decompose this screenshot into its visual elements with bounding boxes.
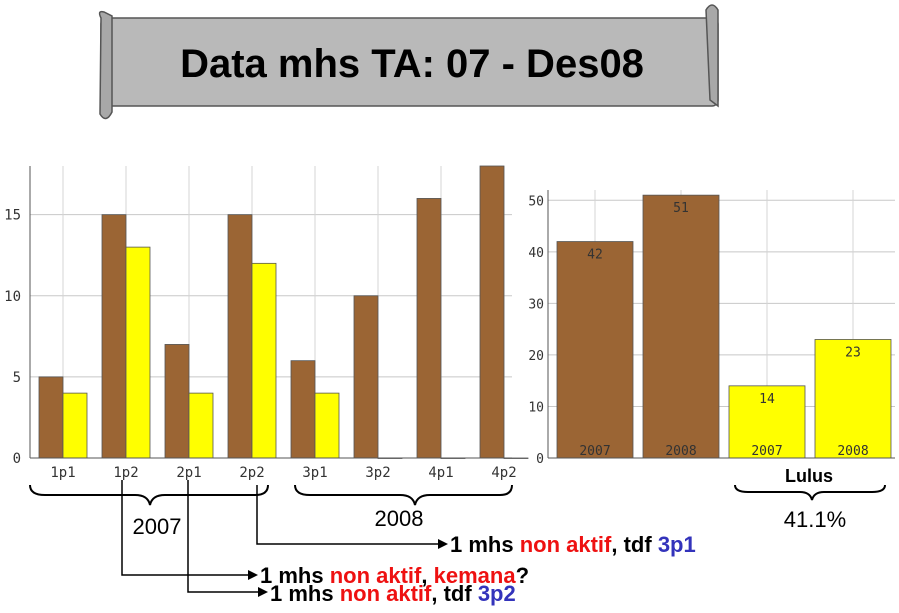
banner-title: Data mhs TA: 07 - Des08: [180, 42, 644, 86]
brace-lulus: [734, 484, 886, 501]
bar: [642, 194, 720, 459]
data-label: 14: [759, 392, 775, 407]
bar-brown: [416, 198, 442, 459]
category-label: 2007: [751, 444, 782, 459]
data-label: 23: [845, 345, 861, 360]
note-2-part: ?: [516, 563, 529, 588]
y-tick-label: 0: [13, 451, 21, 467]
note-1-part: 1 mhs: [450, 532, 520, 557]
bar: [556, 241, 634, 459]
banner-right-curl: [705, 4, 719, 108]
note-2-part: 1 mhs: [260, 563, 330, 588]
arrow-1p2-to-note-2: [121, 480, 252, 576]
note-3-part: 1 mhs: [270, 581, 340, 606]
title-banner: Data mhs TA: 07 - Des08: [98, 4, 719, 120]
category-label: 2008: [837, 444, 868, 459]
brace-2008: [294, 484, 513, 506]
annotation-arrows: [121, 480, 448, 597]
note-3-part: , tdf: [431, 581, 477, 606]
data-label: 51: [673, 201, 689, 216]
note-2: 1 mhs non aktif, kemana?: [260, 563, 529, 588]
note-3-part: 3p2: [478, 581, 516, 606]
x-tick-label: 2p2: [239, 465, 264, 481]
bar-yellow: [188, 392, 214, 459]
arrowhead-note-1: [438, 539, 448, 549]
note-1: 1 mhs non aktif, tdf 3p1: [450, 532, 696, 557]
note-1-part: , tdf: [611, 532, 657, 557]
y-tick-label: 40: [528, 246, 544, 261]
bar-brown: [479, 165, 505, 459]
note-3: 1 mhs non aktif, tdf 3p2: [270, 581, 516, 606]
y-tick-label: 0: [536, 452, 544, 467]
x-tick-label: 1p1: [50, 465, 75, 481]
category-label: 2007: [579, 444, 610, 459]
arrowhead-note-2: [248, 570, 258, 580]
note-2-part: kemana: [434, 563, 517, 588]
bar-brown: [101, 214, 127, 459]
bar-yellow: [62, 392, 88, 459]
group-label-2008: 2008: [375, 506, 424, 531]
note-1-part: 3p1: [658, 532, 696, 557]
note-2-part: non aktif: [330, 563, 422, 588]
bar-brown: [164, 344, 190, 459]
bar-brown: [38, 376, 64, 459]
y-tick-label: 30: [528, 297, 544, 312]
y-tick-label: 50: [528, 194, 544, 209]
x-tick-label: 2p1: [176, 465, 201, 481]
chart-right: 0 10 20 30 40 50 42 2007 51 2008 14 2007 23 2008: [528, 190, 895, 467]
bar-yellow: [314, 392, 340, 459]
data-label: 42: [587, 248, 603, 263]
y-tick-label: 10: [528, 400, 544, 415]
group-label-2007: 2007: [133, 514, 182, 539]
group-label-lulus: Lulus: [785, 466, 833, 486]
lulus-percentage: 41.1%: [784, 507, 846, 532]
bar-brown: [353, 295, 379, 459]
note-2-part: ,: [421, 563, 433, 588]
category-label: 2008: [665, 444, 696, 459]
y-tick-label: 20: [528, 349, 544, 364]
y-tick-label: 10: [4, 289, 21, 305]
x-tick-label: 4p1: [428, 465, 453, 481]
banner-left-curl: [98, 10, 113, 120]
x-tick-label: 3p1: [302, 465, 327, 481]
x-tick-label: 3p2: [365, 465, 390, 481]
brace-2007: [29, 484, 269, 506]
x-tick-label: 4p2: [491, 465, 516, 481]
bar: [728, 385, 806, 459]
note-3-part: non aktif: [340, 581, 432, 606]
bar-yellow: [125, 246, 151, 459]
chart-left: 0 5 10 15 1p1 1p2 2p1 2p2 3p1 3p2 4p1 4p2: [4, 165, 529, 481]
y-tick-label: 5: [13, 370, 21, 386]
arrowhead-note-3: [258, 587, 268, 597]
bar-yellow: [251, 262, 277, 459]
bar-brown: [227, 214, 253, 459]
y-tick-label: 15: [4, 208, 21, 224]
x-tick-label: 1p2: [113, 465, 138, 481]
arrow-2p2-to-note-1: [256, 485, 442, 545]
bar-brown: [290, 360, 316, 459]
note-1-part: non aktif: [520, 532, 612, 557]
arrow-2p1-to-note-3: [187, 480, 262, 593]
group-braces: 2007 2008 Lulus 41.1%: [29, 466, 886, 539]
bar: [814, 339, 892, 459]
